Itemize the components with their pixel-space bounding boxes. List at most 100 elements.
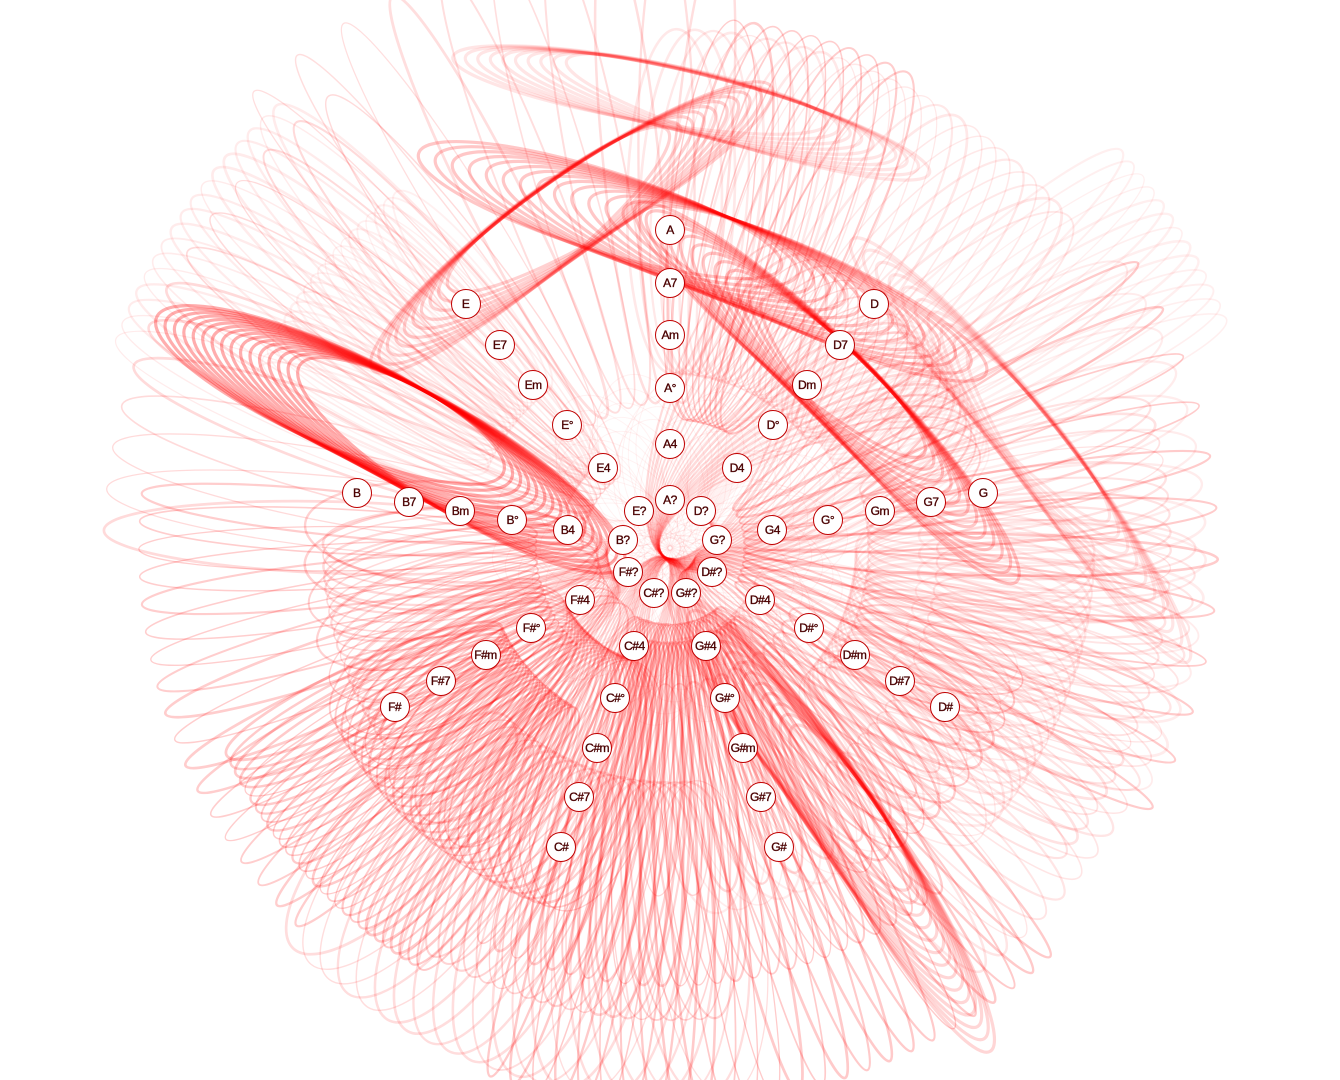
chord-node[interactable]: E7 bbox=[484, 330, 515, 360]
transition-loop bbox=[879, 260, 1129, 424]
transition-loop bbox=[576, 557, 690, 1017]
chord-node[interactable]: G#m bbox=[727, 733, 758, 764]
chord-node[interactable]: Dm bbox=[791, 369, 822, 400]
transition-loop bbox=[333, 548, 611, 652]
chord-node[interactable]: G# bbox=[763, 831, 794, 862]
chord-node[interactable]: D#° bbox=[793, 613, 824, 643]
chord-node[interactable]: E° bbox=[552, 410, 583, 441]
chord-node[interactable]: F#m bbox=[470, 639, 501, 670]
transition-loop bbox=[593, 0, 670, 405]
transition-loop bbox=[780, 619, 962, 746]
chord-node[interactable]: D? bbox=[685, 496, 716, 527]
transition-loop bbox=[619, 641, 676, 1080]
chord-node[interactable]: E bbox=[450, 289, 481, 320]
chord-node[interactable]: F#4 bbox=[564, 585, 595, 615]
transition-loop bbox=[828, 254, 1200, 466]
transition-loop bbox=[737, 573, 1177, 764]
chord-node[interactable]: A? bbox=[655, 485, 685, 515]
transition-loop bbox=[261, 351, 492, 471]
transition-loop bbox=[248, 338, 587, 546]
chord-node[interactable]: B7 bbox=[394, 487, 424, 517]
chord-node[interactable]: E? bbox=[624, 496, 655, 527]
transition-loop bbox=[701, 625, 858, 875]
transition-loop bbox=[665, 623, 731, 985]
transition-loop bbox=[539, 50, 909, 172]
chord-node[interactable]: A4 bbox=[655, 429, 685, 459]
chord-node[interactable]: B4 bbox=[552, 514, 583, 545]
chord-node[interactable]: G#4 bbox=[690, 630, 721, 661]
chord-node[interactable]: F#7 bbox=[425, 665, 456, 696]
chord-label: F#? bbox=[618, 565, 639, 579]
chord-node[interactable]: G#7 bbox=[745, 782, 776, 812]
transition-loop bbox=[307, 525, 600, 640]
chord-node[interactable]: D#4 bbox=[745, 585, 776, 615]
transition-loop bbox=[734, 599, 955, 796]
transition-loop bbox=[191, 317, 539, 510]
chord-node[interactable]: G#° bbox=[709, 683, 740, 714]
transition-loop bbox=[852, 538, 1092, 646]
transition-loop bbox=[764, 124, 983, 411]
chord-node[interactable]: B° bbox=[497, 505, 528, 536]
transition-loop bbox=[414, 594, 629, 824]
transition-loop bbox=[527, 497, 669, 589]
chord-node[interactable]: D#m bbox=[839, 639, 870, 670]
chord-node[interactable]: F#? bbox=[613, 557, 644, 587]
chord-node[interactable]: G4 bbox=[757, 514, 788, 545]
chord-node[interactable]: B? bbox=[607, 524, 638, 555]
transition-loop bbox=[654, 529, 778, 644]
transition-loop bbox=[564, 52, 932, 182]
chord-node[interactable]: C#7 bbox=[564, 782, 595, 812]
transition-loop bbox=[851, 547, 1090, 657]
chord-label: F#7 bbox=[430, 673, 451, 688]
chord-node[interactable]: G bbox=[968, 477, 999, 508]
transition-loop bbox=[662, 641, 717, 1080]
chord-node[interactable]: A bbox=[655, 215, 685, 245]
transition-loop bbox=[746, 94, 938, 400]
chord-node[interactable]: Gm bbox=[864, 496, 895, 526]
transition-loop bbox=[853, 611, 1139, 737]
chord-node[interactable]: B bbox=[341, 477, 372, 508]
chord-node[interactable]: G#? bbox=[671, 578, 702, 609]
transition-loop bbox=[654, 304, 899, 563]
transition-loop bbox=[501, 556, 678, 995]
transition-loop bbox=[353, 600, 580, 780]
chord-node[interactable]: C# bbox=[546, 831, 577, 862]
transition-loop bbox=[837, 646, 1099, 816]
chord-node[interactable]: F#° bbox=[516, 613, 547, 643]
transition-loop bbox=[127, 298, 571, 511]
chord-node[interactable]: C#° bbox=[600, 683, 631, 714]
transition-loop bbox=[121, 314, 569, 514]
transition-loop bbox=[621, 199, 973, 375]
transition-loop bbox=[892, 649, 1154, 792]
transition-loop bbox=[820, 212, 1175, 452]
transition-loop bbox=[467, 154, 831, 304]
chord-node[interactable]: G? bbox=[702, 524, 733, 555]
chord-node[interactable]: Em bbox=[518, 369, 549, 400]
chord-node[interactable]: C#4 bbox=[619, 630, 650, 661]
chord-node[interactable]: D# bbox=[930, 692, 961, 722]
chord-node[interactable]: G° bbox=[812, 505, 843, 536]
chord-node[interactable]: C#? bbox=[638, 578, 669, 609]
chord-label: Am bbox=[661, 328, 679, 342]
transition-loop bbox=[260, 646, 518, 823]
chord-node[interactable]: D4 bbox=[721, 453, 752, 484]
chord-node[interactable]: F# bbox=[379, 692, 410, 722]
chord-node[interactable]: D° bbox=[757, 410, 788, 441]
transition-loop bbox=[172, 310, 523, 498]
transition-loop bbox=[319, 676, 541, 895]
chord-node[interactable]: D bbox=[859, 289, 890, 320]
transition-loop bbox=[676, 640, 759, 1080]
chord-node[interactable]: G7 bbox=[916, 487, 946, 517]
chord-node[interactable]: A° bbox=[655, 373, 685, 403]
transition-loop bbox=[340, 22, 597, 426]
transition-loop bbox=[575, 543, 685, 672]
chord-node[interactable]: A7 bbox=[655, 268, 685, 298]
chord-node[interactable]: Am bbox=[655, 320, 685, 350]
chord-node[interactable]: D#? bbox=[696, 557, 727, 587]
chord-node[interactable]: E4 bbox=[588, 453, 619, 484]
chord-node[interactable]: C#m bbox=[582, 733, 613, 764]
chord-label: G7 bbox=[923, 495, 939, 509]
chord-node[interactable]: D7 bbox=[825, 330, 856, 360]
chord-node[interactable]: Bm bbox=[445, 496, 476, 526]
chord-node[interactable]: D#7 bbox=[884, 665, 915, 696]
